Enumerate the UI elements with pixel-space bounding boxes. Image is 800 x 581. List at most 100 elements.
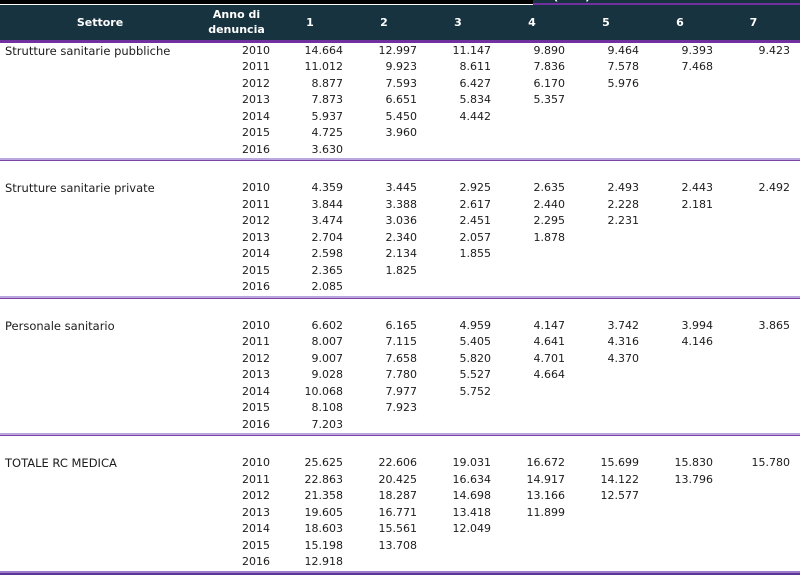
value-cell xyxy=(495,142,569,159)
table-section: Personale sanitario 2010 6.602 6.165 4.959 4.… xyxy=(0,318,800,434)
value-cell: 7.468 xyxy=(681,60,714,73)
table-row: 2016 2.085 xyxy=(0,279,800,296)
value-cell: 19.031 xyxy=(452,456,492,469)
year-cell: 2016 xyxy=(242,280,270,293)
value-cell: 9.923 xyxy=(385,60,418,73)
value-cell xyxy=(717,125,800,142)
value-cell: 2.493 xyxy=(607,181,640,194)
section-label: Personale sanitario xyxy=(5,318,115,333)
settore-col-header: Settore xyxy=(76,16,124,29)
table-row: 2013 7.873 6.651 5.834 5.357 xyxy=(0,92,800,109)
value-cell: 16.634 xyxy=(452,472,492,486)
table-row: 2015 8.108 7.923 xyxy=(0,400,800,417)
value-cell: 12.918 xyxy=(304,555,344,568)
section-separator xyxy=(0,433,800,436)
value-cell: 15.198 xyxy=(304,538,344,552)
value-cell xyxy=(717,351,800,368)
table-row: 2013 19.605 16.771 13.418 11.899 xyxy=(0,505,800,522)
value-cell xyxy=(643,488,717,505)
value-cell: 4.316 xyxy=(607,335,640,348)
table-body: Strutture sanitarie pubbliche 2010 14.664 1… xyxy=(0,43,800,575)
value-cell xyxy=(421,142,495,159)
table-row: 2011 3.844 3.388 2.617 2.440 2.228 2.181 xyxy=(0,197,800,214)
value-cell: 3.036 xyxy=(385,214,418,227)
value-cell xyxy=(643,384,717,401)
year-cell: 2013 xyxy=(242,93,270,106)
value-cell: 7.203 xyxy=(311,417,344,431)
duration-col-header: 5 xyxy=(602,16,610,29)
value-cell: 3.388 xyxy=(385,197,418,211)
value-cell: 5.357 xyxy=(533,93,566,106)
top-left-black-bar xyxy=(0,0,533,4)
year-cell: 2011 xyxy=(242,472,270,486)
value-cell: 4.701 xyxy=(533,351,566,365)
value-cell xyxy=(717,472,800,489)
table-row: 2011 8.007 7.115 5.405 4.641 4.316 4.146 xyxy=(0,334,800,351)
year-cell: 2013 xyxy=(242,505,270,519)
table-row: 2014 10.068 7.977 5.752 xyxy=(0,384,800,401)
value-cell: 5.752 xyxy=(459,384,492,398)
value-cell: 3.742 xyxy=(607,318,640,332)
value-cell xyxy=(347,279,421,296)
value-cell xyxy=(569,279,643,296)
value-cell xyxy=(421,125,495,142)
value-cell: 7.115 xyxy=(385,335,418,348)
value-cell: 2.085 xyxy=(311,280,344,293)
value-cell xyxy=(643,538,717,555)
value-cell xyxy=(569,367,643,384)
value-cell: 5.937 xyxy=(311,109,344,123)
section-label xyxy=(0,76,200,93)
value-cell: 2.440 xyxy=(533,197,566,211)
value-cell xyxy=(643,554,717,571)
section-label xyxy=(0,109,200,126)
value-cell: 2.617 xyxy=(459,197,492,211)
value-cell: 9.028 xyxy=(311,368,344,381)
value-cell: 6.427 xyxy=(459,76,492,90)
value-cell xyxy=(643,230,717,247)
table-row: 2016 7.203 xyxy=(0,417,800,434)
table-row: 2011 22.863 20.425 16.634 14.917 14.122 13.796 xyxy=(0,472,800,489)
value-cell xyxy=(643,125,717,142)
value-cell xyxy=(717,538,800,555)
table-row: 2015 2.365 1.825 xyxy=(0,263,800,280)
value-cell: 2.181 xyxy=(681,197,714,211)
value-cell: 15.830 xyxy=(674,456,714,469)
value-cell xyxy=(717,488,800,505)
value-cell: 16.672 xyxy=(526,456,566,469)
year-cell: 2011 xyxy=(242,335,270,348)
year-cell: 2010 xyxy=(242,181,270,194)
value-cell xyxy=(569,400,643,417)
cropped-top-row: Antidurata (anni) xyxy=(0,0,800,5)
value-cell xyxy=(717,92,800,109)
table-row: 2014 2.598 2.134 1.855 xyxy=(0,246,800,263)
value-cell xyxy=(717,367,800,384)
section-label xyxy=(0,367,200,384)
value-cell xyxy=(421,263,495,280)
value-cell xyxy=(569,230,643,247)
section-label xyxy=(0,384,200,401)
value-cell: 7.578 xyxy=(607,60,640,73)
value-cell: 12.577 xyxy=(600,489,640,502)
value-cell xyxy=(643,400,717,417)
value-cell xyxy=(421,538,495,555)
antidurata-header-label: Antidurata (anni) xyxy=(273,0,800,3)
value-cell: 15.699 xyxy=(600,456,640,469)
table-row: Personale sanitario 2010 6.602 6.165 4.959 4.… xyxy=(0,318,800,335)
section-label: Strutture sanitarie pubbliche xyxy=(5,43,171,58)
section-separator xyxy=(0,295,800,299)
value-cell xyxy=(569,384,643,401)
duration-col-header: 7 xyxy=(749,16,758,29)
section-label xyxy=(0,142,200,159)
value-cell: 2.365 xyxy=(311,263,344,277)
section-label xyxy=(0,263,200,280)
value-cell: 7.923 xyxy=(385,401,418,414)
value-cell xyxy=(717,505,800,522)
value-cell xyxy=(495,279,569,296)
value-cell xyxy=(569,521,643,538)
year-cell: 2016 xyxy=(242,555,270,568)
year-cell: 2010 xyxy=(242,43,270,57)
value-cell: 4.442 xyxy=(459,109,492,123)
value-cell xyxy=(643,92,717,109)
value-cell: 5.405 xyxy=(459,335,492,348)
